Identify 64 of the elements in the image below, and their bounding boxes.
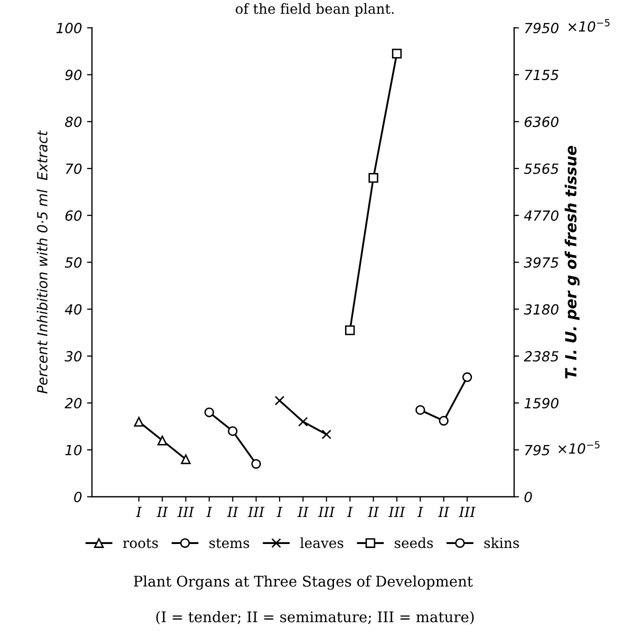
x-tick-label: III <box>318 506 335 518</box>
point <box>157 436 168 446</box>
y-axis-title: Percent Inhibition with 0·5 ml Extract <box>36 130 48 394</box>
x-tick-label: I <box>136 506 142 518</box>
text: ×10$^{−5}$ <box>568 19 610 32</box>
y-tick-label: 40 <box>64 304 82 315</box>
point <box>345 325 355 336</box>
text: (I = tender; II = semimature; III = mature) <box>156 611 474 624</box>
y-tick-label: 60 <box>65 210 82 221</box>
y-tick-label: 80 <box>65 116 82 128</box>
legend-label: roots <box>123 538 158 548</box>
x-axis-title: Plant Organs at Three Stages of Development <box>134 575 473 590</box>
y-tick-label: 90 <box>65 70 82 80</box>
point <box>134 416 144 427</box>
point <box>204 407 214 418</box>
y2-tick-label: 2385 <box>524 351 558 362</box>
x-tick-label: III <box>458 506 476 518</box>
y2-tick-label: 0 <box>524 492 532 502</box>
x-tick-label: II <box>368 506 380 518</box>
point <box>368 173 378 183</box>
x-tick-label: II <box>156 506 168 518</box>
y-tick-label: 30 <box>64 351 82 362</box>
x-tick-label: III <box>248 506 265 518</box>
y-tick-label: 20 <box>64 398 82 408</box>
y-tick-label: 0 <box>74 492 82 502</box>
x-tick-label: III <box>177 506 194 518</box>
x-tick-label: III <box>388 506 406 518</box>
text: ×10$^{−5}$ <box>558 441 600 454</box>
point <box>228 426 238 436</box>
y-tick-label: 10 <box>65 444 82 456</box>
y2-tick-label: 7950 <box>525 22 558 34</box>
y2-tick-label: 3180 <box>524 304 558 315</box>
point <box>298 416 308 427</box>
point <box>322 430 332 440</box>
x-tick-label: I <box>346 506 353 518</box>
legend-label: skins <box>484 537 519 548</box>
x-tick-label: II <box>226 506 238 518</box>
point <box>274 396 284 406</box>
y2-axis-title: T. I. U. per g of fresh tissue <box>564 146 580 379</box>
y2-tick-label: 5565 <box>524 163 558 174</box>
point <box>180 454 191 464</box>
x-tick-label: I <box>206 506 212 518</box>
y-tick-label: 70 <box>66 163 82 174</box>
point <box>438 416 449 426</box>
chart-title: of the field bean plant. <box>236 3 394 17</box>
x-tick-label: II <box>297 506 309 518</box>
point <box>251 459 261 469</box>
legend-label: stems <box>209 538 250 548</box>
point <box>415 405 426 415</box>
point <box>392 48 402 58</box>
y2-tick-label: 6360 <box>524 116 558 128</box>
legend-label: seeds <box>394 537 433 548</box>
y2-tick-label: 1590 <box>524 398 558 408</box>
y2-tick-label: 3975 <box>524 257 558 268</box>
x-tick-label: I <box>276 506 283 518</box>
y-tick-label: 50 <box>64 257 82 268</box>
y-tick-label: 100 <box>56 22 82 34</box>
y2-tick-label: 7155 <box>525 70 558 80</box>
point <box>462 372 472 382</box>
legend-label: leaves <box>300 537 344 548</box>
y2-tick-label: 4770 <box>524 210 558 221</box>
x-tick-label: II <box>438 506 450 518</box>
x-tick-label: I <box>417 506 424 518</box>
y2-tick-label: 795 <box>525 444 550 456</box>
